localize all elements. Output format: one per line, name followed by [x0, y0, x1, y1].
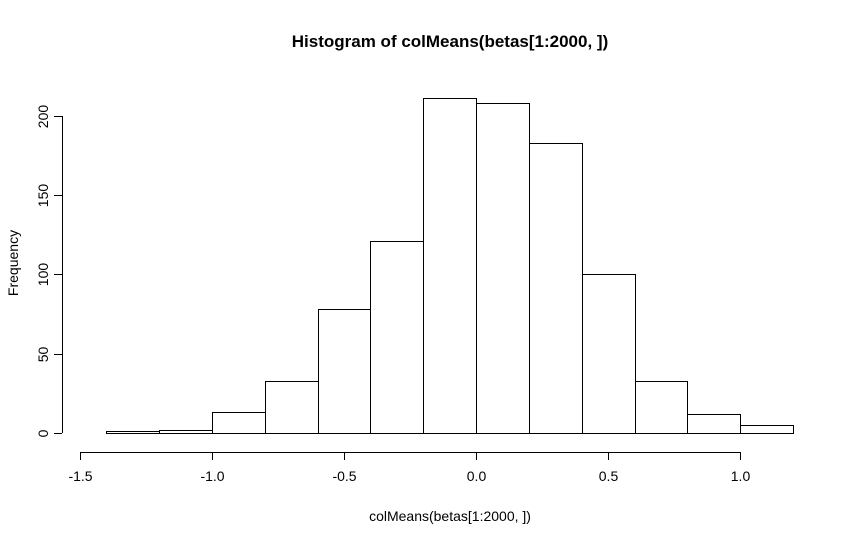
- histogram-bar: [635, 381, 688, 434]
- histogram-bar: [740, 425, 794, 434]
- histogram-bar: [423, 98, 477, 434]
- x-tick-label: 0.0: [467, 468, 487, 484]
- x-axis-label: colMeans(betas[1:2000, ]): [369, 508, 531, 524]
- histogram-bars: [106, 98, 794, 434]
- y-axis: 0 50 100 150 200: [35, 105, 63, 437]
- histogram-bar: [212, 412, 266, 434]
- y-tick-label: 150: [35, 184, 51, 208]
- x-tick-label: 1.0: [731, 468, 751, 484]
- histogram-bar: [265, 381, 319, 434]
- x-tick-label: 0.5: [599, 468, 619, 484]
- y-tick-label: 50: [35, 347, 51, 363]
- histogram-bar: [106, 431, 160, 434]
- y-axis-label: Frequency: [5, 230, 21, 296]
- y-tick-label: 100: [35, 263, 51, 287]
- histogram-bar: [476, 103, 530, 434]
- histogram-bar: [159, 430, 213, 434]
- y-tick-label: 0: [35, 429, 51, 437]
- chart-title: Histogram of colMeans(betas[1:2000, ]): [292, 32, 608, 51]
- x-tick-label: -1.0: [200, 468, 224, 484]
- histogram-bar: [582, 274, 636, 434]
- histogram-bar: [529, 143, 583, 434]
- x-axis: -1.5 -1.0 -0.5 0.0 0.5 1.0: [68, 452, 750, 484]
- histogram-bar: [318, 309, 371, 434]
- histogram-bar: [687, 414, 741, 434]
- x-tick-label: -1.5: [68, 468, 92, 484]
- y-tick-label: 200: [35, 105, 51, 129]
- x-tick-label: -0.5: [332, 468, 356, 484]
- histogram-bar: [370, 241, 424, 434]
